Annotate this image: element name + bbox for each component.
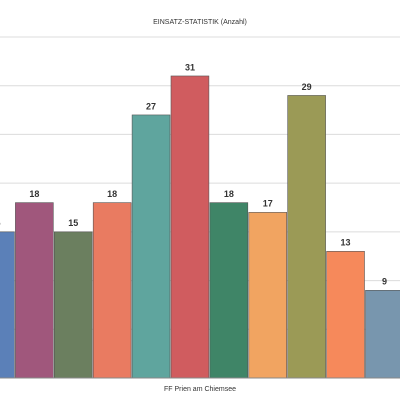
bar bbox=[209, 202, 249, 379]
bar bbox=[53, 231, 93, 379]
data-label: 13 bbox=[341, 238, 351, 248]
bar bbox=[0, 231, 15, 379]
data-label: 29 bbox=[302, 82, 312, 92]
data-label: 17 bbox=[263, 199, 273, 209]
data-label: 15 bbox=[68, 218, 78, 228]
data-label: 18 bbox=[224, 189, 234, 199]
bar bbox=[15, 202, 54, 379]
bar bbox=[131, 114, 171, 379]
data-label: 27 bbox=[146, 101, 156, 111]
bar bbox=[248, 212, 288, 379]
data-label: 9 bbox=[382, 277, 387, 287]
data-label: 31 bbox=[185, 62, 195, 72]
bar bbox=[287, 95, 326, 379]
x-axis-label: FF Prien am Chiemsee bbox=[164, 386, 236, 393]
bar bbox=[170, 75, 210, 379]
data-label: 18 bbox=[107, 189, 117, 199]
bar bbox=[365, 290, 400, 379]
chart-title: EINSATZ-STATISTIK (Anzahl) bbox=[153, 19, 247, 26]
bar bbox=[326, 251, 365, 379]
bar bbox=[92, 202, 132, 379]
data-label: 18 bbox=[29, 189, 39, 199]
